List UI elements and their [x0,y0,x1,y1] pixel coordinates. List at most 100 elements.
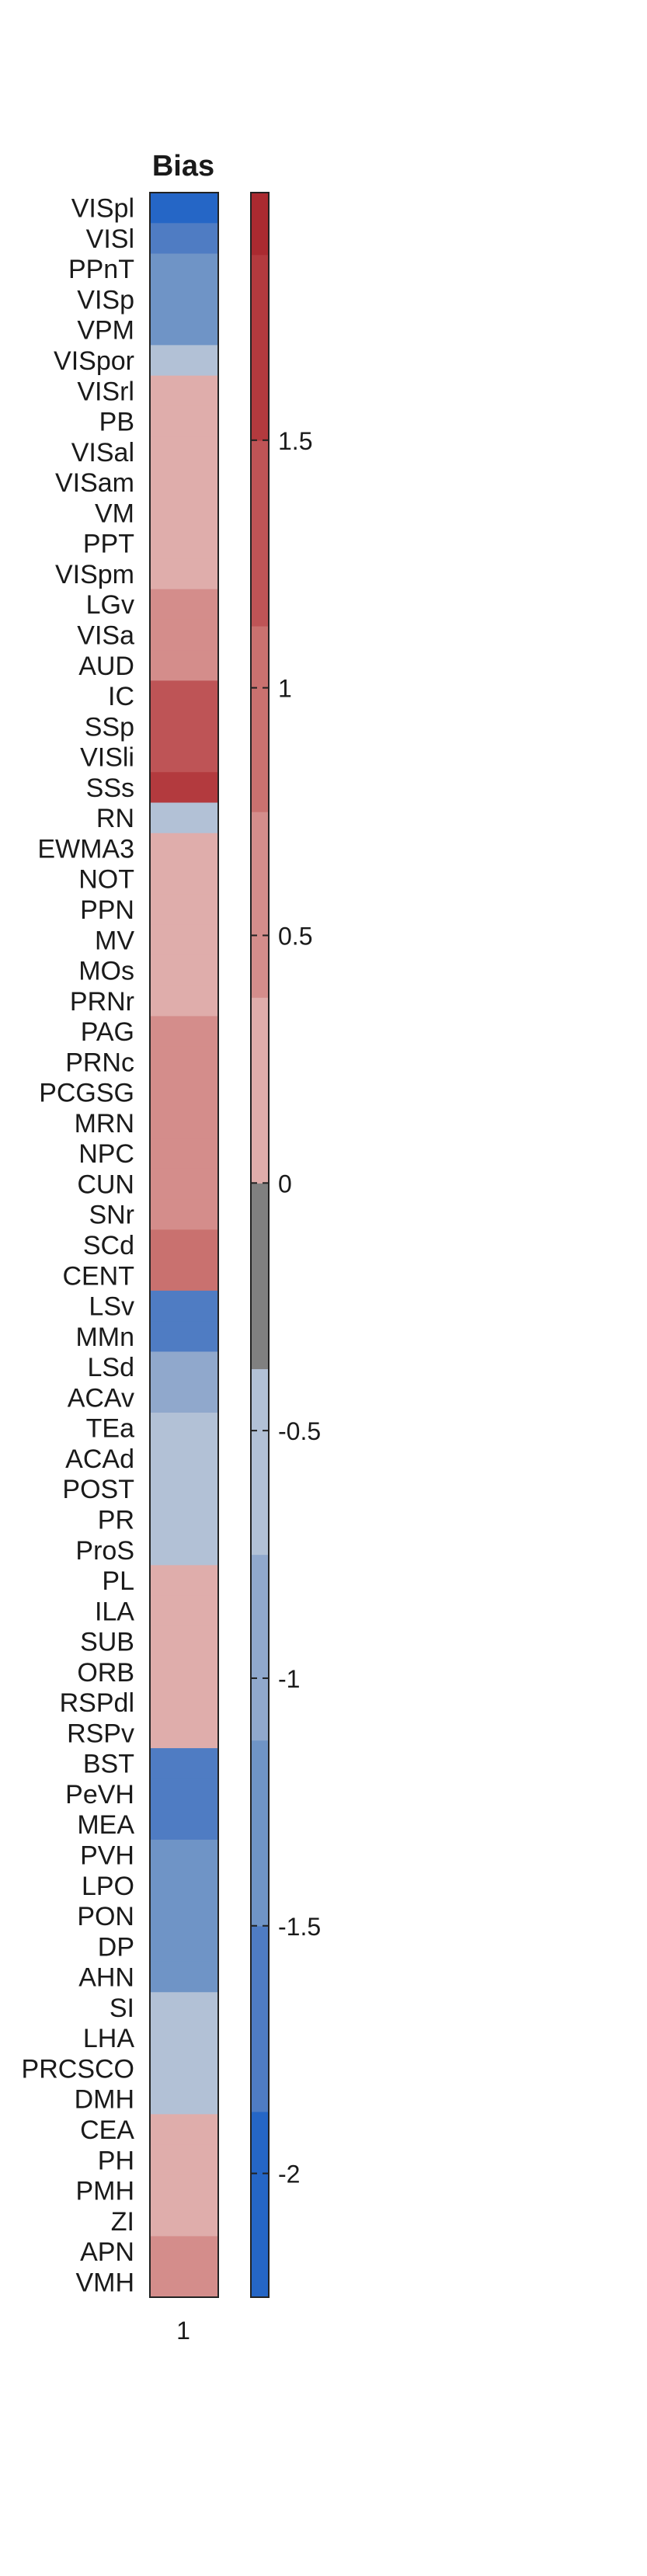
row-label: PMH [75,2177,134,2206]
colorbar-tick-label: -2 [278,2161,300,2188]
heatmap-cell [150,1595,218,1627]
colorbar-bin [251,1183,269,1370]
row-label: LSv [89,1292,134,1322]
heatmap-cell [150,1900,218,1932]
row-label: ILA [95,1597,134,1626]
row-label: TEa [86,1414,134,1444]
row-label: PL [102,1566,134,1596]
row-label: VISrl [77,377,134,406]
heatmap-cell [150,1290,218,1322]
heatmap-cell [150,345,218,377]
heatmap-cell [150,2144,218,2176]
colorbar-bin [251,254,269,441]
row-label: SUB [80,1628,134,1657]
heatmap-cell [150,2114,218,2146]
heatmap-cell [150,1107,218,1139]
row-label: SSp [85,712,134,742]
heatmap-cell [150,650,218,682]
row-label: LPO [82,1872,134,1901]
row-label: PR [98,1505,134,1535]
heatmap-cell [150,1076,218,1108]
colorbar-tick-label: -1.5 [278,1913,321,1941]
heatmap-cell [150,2084,218,2115]
row-label: PVH [80,1841,134,1871]
heatmap-cell [150,1016,218,1048]
heatmap-cell [150,223,218,255]
row-label: DP [98,1932,134,1962]
row-label: ACAd [65,1444,134,1474]
heatmap-cell [150,1717,218,1749]
colorbar-bin [251,997,269,1184]
colorbar-ticks: -2 -1.5 -1 -0.5 0 0.5 1 1.5 [251,427,321,2188]
row-label: VISam [55,468,134,498]
heatmap-cell [150,1443,218,1475]
heatmap-cell [150,833,218,864]
row-label: ORB [77,1658,134,1688]
heatmap-cell [150,283,218,315]
row-label: LHA [83,2024,134,2053]
row-label: CENT [62,1261,134,1291]
row-label: EWMA3 [37,834,134,864]
heatmap-cell [150,589,218,621]
heatmap-cell [150,315,218,346]
heatmap-cell [150,894,218,926]
row-label: POST [62,1475,134,1504]
heatmap-cell [150,864,218,895]
heatmap-cell [150,1168,218,1200]
heatmap-cell [150,1809,218,1841]
heatmap-cell [150,467,218,499]
row-label: PRCSCO [22,2054,134,2084]
colorbar-bin [251,812,269,998]
heatmap-cell [150,1382,218,1413]
row-label: VISpm [55,560,134,589]
row-label: VM [95,499,134,528]
row-label: PON [77,1902,134,1931]
row-label: PAG [81,1017,134,1047]
row-label: ProS [75,1536,134,1566]
heatmap-cell [150,2236,218,2268]
row-label: ZI [111,2207,134,2237]
heatmap-frame [149,192,219,2298]
colorbar-tick-label: 1 [278,675,292,703]
heatmap-cell [150,2053,218,2084]
chart-title: Bias [152,150,214,183]
row-label: MEA [77,1810,134,1840]
heatmap-cell [150,2206,218,2237]
colorbar-tick-label: -1 [278,1665,300,1693]
row-label: MOs [78,957,134,986]
row-label: LSd [88,1353,135,1382]
row-label: SCd [83,1231,134,1260]
row-label: APN [80,2237,134,2267]
heatmap-cell [150,986,218,1017]
row-label: AHN [78,1963,134,1993]
row-label: DMH [75,2085,134,2115]
heatmap-cell [150,1473,218,1505]
row-label: PeVH [65,1780,134,1809]
heatmap-cell [150,1351,218,1383]
colorbar-tick-label: 1.5 [278,427,312,455]
colorbar-bin [251,440,269,627]
row-label: NOT [78,865,134,895]
heatmap-cell [150,375,218,407]
heatmap-cell [150,802,218,834]
heatmap-cell [150,680,218,712]
heatmap-cell [150,193,218,224]
row-label: SI [110,1994,134,2023]
row-label: VISpor [54,346,134,376]
colorbar-bin [251,1554,269,1741]
row-label: LGv [86,590,134,620]
x-tick-label: 1 [176,2317,190,2345]
row-label: VISli [80,743,134,773]
row-label: VPM [77,316,134,346]
heatmap-cell [150,1625,218,1657]
row-label: CEA [80,2115,134,2145]
colorbar-tick-label: 0 [278,1170,292,1198]
colorbar-frame [250,192,270,2298]
heatmap-cell [150,558,218,590]
heatmap-cell [150,2022,218,2054]
row-label: RSPdl [60,1688,134,1718]
heatmap-cell [150,1839,218,1871]
row-label: MV [95,926,134,955]
colorbar-tick-label: 0.5 [278,922,312,950]
row-label: PH [98,2146,134,2175]
